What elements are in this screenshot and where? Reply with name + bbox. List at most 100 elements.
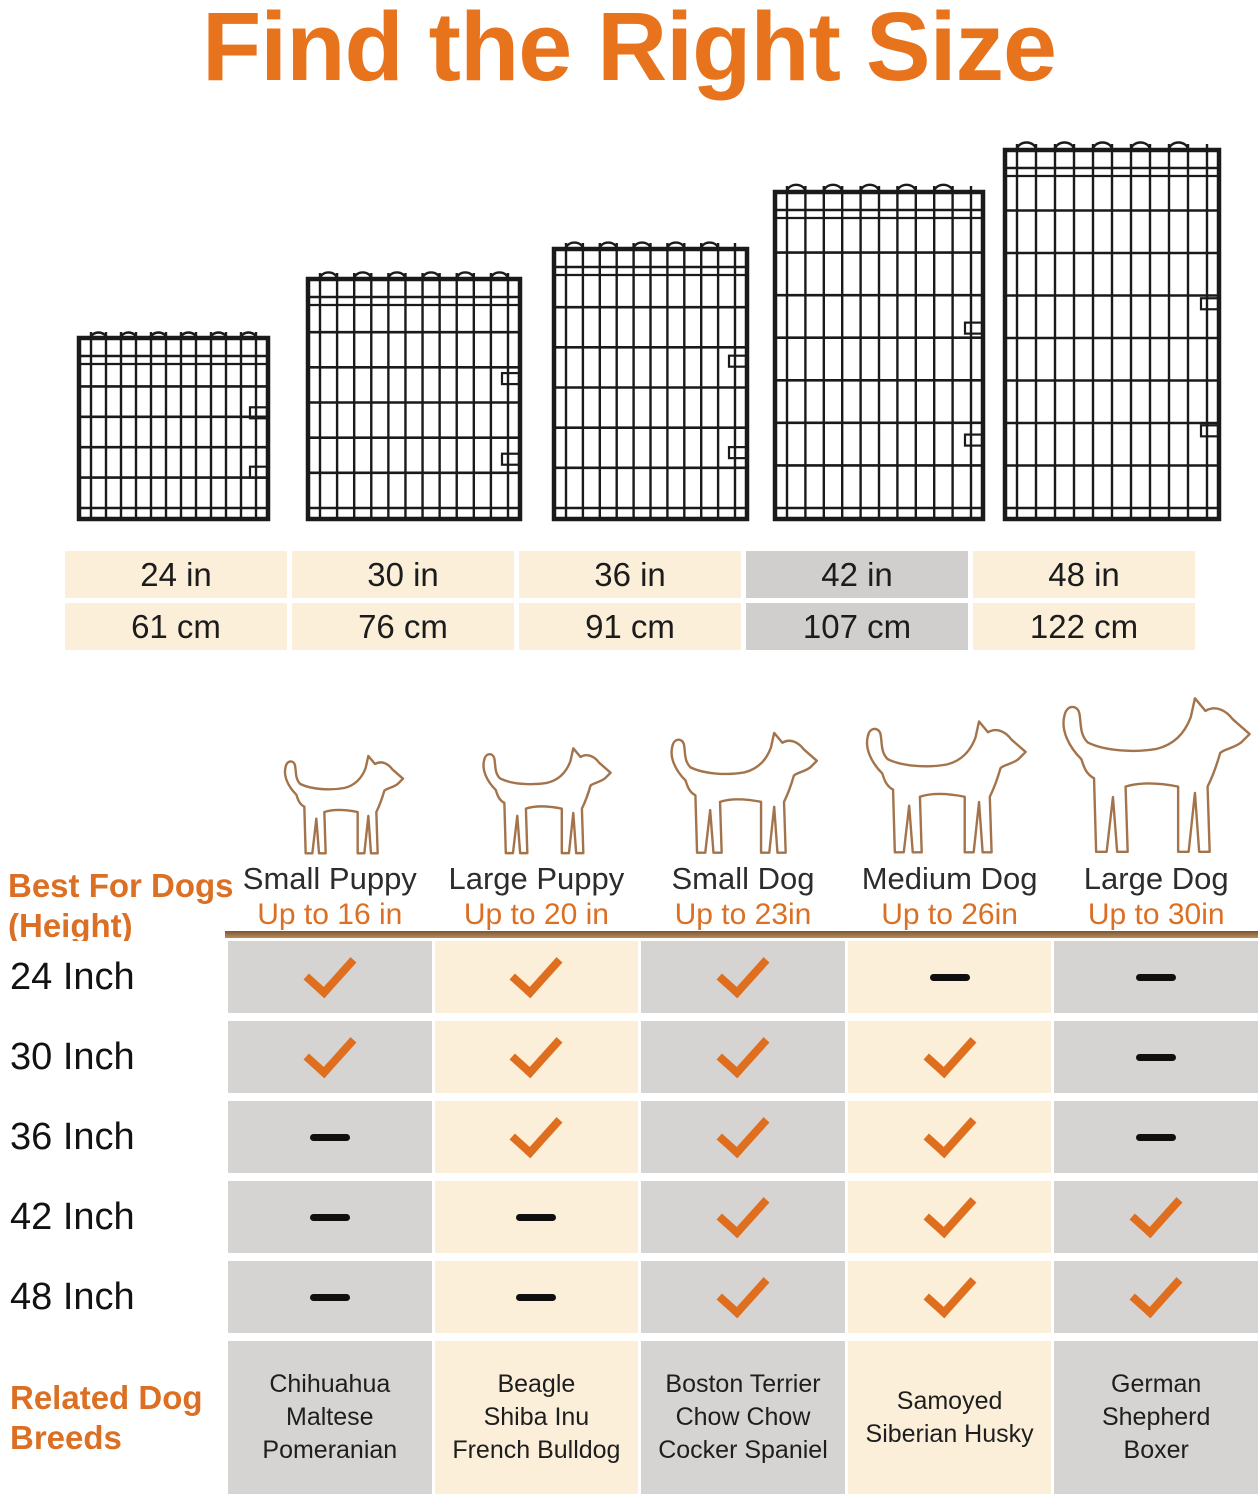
matrix-cell xyxy=(641,1021,845,1093)
check-or-dash-icon xyxy=(929,973,970,981)
matrix-row-36inch: 36 Inch xyxy=(0,1101,1258,1173)
matrix-cell xyxy=(228,1021,432,1093)
size-row-inches: 24 in 30 in 36 in 42 in 48 in xyxy=(65,551,1195,598)
check-or-dash-icon xyxy=(716,1263,770,1319)
column-headers: Small Puppy Up to 16 in Large Puppy Up t… xyxy=(228,861,1258,932)
matrix-cell xyxy=(434,1261,639,1333)
matrix-row-48inch: 48 Inch xyxy=(0,1261,1258,1333)
size-cell-42in: 42 in xyxy=(746,551,968,598)
matrix-cell xyxy=(1054,1021,1258,1093)
check-or-dash-icon xyxy=(1136,1133,1177,1141)
matrix-row-42inch: 42 Inch xyxy=(0,1181,1258,1253)
size-row-cm: 61 cm 76 cm 91 cm 107 cm 122 cm xyxy=(65,603,1195,650)
check-or-dash-icon xyxy=(309,1133,350,1141)
column-header-large-puppy: Large Puppy Up to 20 in xyxy=(435,861,639,932)
matrix-cell xyxy=(641,1181,845,1253)
page-title: Find the Right Size xyxy=(202,0,1057,101)
matrix-row-label: 30 Inch xyxy=(0,1021,225,1093)
related-breeds-label: Related Dog Breeds xyxy=(0,1341,225,1494)
matrix-cell xyxy=(228,941,432,1013)
matrix-row-30inch: 30 Inch xyxy=(0,1021,1258,1093)
matrix-cell xyxy=(228,1261,432,1333)
check-or-dash-icon xyxy=(716,943,770,999)
small-dog-outline-icon xyxy=(664,728,822,861)
matrix-cell xyxy=(847,1021,1052,1093)
check-or-dash-icon xyxy=(309,1293,350,1301)
check-or-dash-icon xyxy=(303,1023,357,1079)
check-or-dash-icon xyxy=(1129,1263,1183,1319)
size-cell-91cm: 91 cm xyxy=(519,603,741,650)
column-height: Up to 23in xyxy=(674,898,812,931)
check-or-dash-icon xyxy=(923,1263,977,1319)
size-cell-24in: 24 in xyxy=(65,551,287,598)
size-cell-76cm: 76 cm xyxy=(292,603,514,650)
wire-panel-48in-image xyxy=(1002,134,1222,528)
matrix-cell xyxy=(847,941,1052,1013)
size-cell-36in: 36 in xyxy=(519,551,741,598)
size-cell-122cm: 122 cm xyxy=(973,603,1195,650)
check-or-dash-icon xyxy=(516,1293,557,1301)
matrix-row-label: 48 Inch xyxy=(0,1261,225,1333)
header-divider-line xyxy=(225,931,1258,938)
column-height: Up to 26in xyxy=(881,898,1018,931)
check-or-dash-icon xyxy=(309,1213,350,1221)
matrix-cell xyxy=(1054,1181,1258,1253)
column-height: Up to 20 in xyxy=(463,898,609,931)
check-or-dash-icon xyxy=(923,1183,977,1239)
matrix-row-label: 24 Inch xyxy=(0,941,225,1013)
check-or-dash-icon xyxy=(303,943,357,999)
column-name: Large Dog xyxy=(1083,861,1229,896)
check-or-dash-icon xyxy=(1136,973,1177,981)
breeds-cell-small-puppy: Chihuahua Maltese Pomeranian xyxy=(228,1341,432,1494)
wire-panel-36in-image xyxy=(551,233,750,528)
column-height: Up to 16 in xyxy=(257,898,403,931)
check-or-dash-icon xyxy=(923,1103,977,1159)
column-name: Large Puppy xyxy=(448,861,625,896)
matrix-row-24inch: 24 Inch xyxy=(0,941,1258,1013)
check-or-dash-icon xyxy=(509,943,563,999)
matrix-cell xyxy=(641,941,845,1013)
matrix-cell xyxy=(641,1261,845,1333)
matrix-cell xyxy=(434,1181,639,1253)
size-cell-48in: 48 in xyxy=(973,551,1195,598)
check-or-dash-icon xyxy=(1136,1053,1177,1061)
matrix-cell xyxy=(847,1261,1052,1333)
size-cell-30in: 30 in xyxy=(292,551,514,598)
matrix-cell xyxy=(1054,941,1258,1013)
matrix-cell xyxy=(434,941,639,1013)
column-name: Small Dog xyxy=(671,861,815,896)
breeds-cell-small-dog: Boston Terrier Chow Chow Cocker Spaniel xyxy=(641,1341,845,1494)
check-or-dash-icon xyxy=(509,1023,563,1079)
column-header-small-dog: Small Dog Up to 23in xyxy=(641,861,845,932)
breeds-cell-large-dog: German Shepherd Boxer xyxy=(1054,1341,1258,1494)
wire-panel-30in-image xyxy=(305,263,523,528)
check-or-dash-icon xyxy=(716,1103,770,1159)
matrix-cell xyxy=(641,1101,845,1173)
matrix-cell xyxy=(434,1021,639,1093)
compatibility-matrix: 24 Inch 30 Inch 36 Inch 42 Inch xyxy=(0,941,1258,1341)
large-puppy-outline-icon xyxy=(477,744,615,861)
matrix-row-label: 36 Inch xyxy=(0,1101,225,1173)
breeds-cell-large-puppy: Beagle Shiba Inu French Bulldog xyxy=(434,1341,639,1494)
matrix-cell xyxy=(434,1101,639,1173)
check-or-dash-icon xyxy=(716,1183,770,1239)
matrix-cell xyxy=(228,1101,432,1173)
column-header-small-puppy: Small Puppy Up to 16 in xyxy=(228,861,432,932)
check-or-dash-icon xyxy=(516,1213,557,1221)
medium-dog-outline-icon xyxy=(859,716,1031,861)
check-or-dash-icon xyxy=(1129,1183,1183,1239)
matrix-row-label: 42 Inch xyxy=(0,1181,225,1253)
column-height: Up to 30in xyxy=(1087,898,1225,931)
small-puppy-outline-icon xyxy=(279,752,407,861)
related-breeds-row: Related Dog Breeds Chihuahua Maltese Pom… xyxy=(0,1341,1258,1494)
check-or-dash-icon xyxy=(923,1023,977,1079)
wire-panel-24in-image xyxy=(76,322,271,528)
column-name: Small Puppy xyxy=(242,861,417,896)
check-or-dash-icon xyxy=(509,1103,563,1159)
column-header-medium-dog: Medium Dog Up to 26in xyxy=(848,862,1052,932)
matrix-cell xyxy=(847,1181,1052,1253)
matrix-cell xyxy=(228,1181,432,1253)
column-header-large-dog: Large Dog Up to 30in xyxy=(1054,861,1258,932)
breeds-cell-medium-dog: Samoyed Siberian Husky xyxy=(847,1341,1052,1494)
